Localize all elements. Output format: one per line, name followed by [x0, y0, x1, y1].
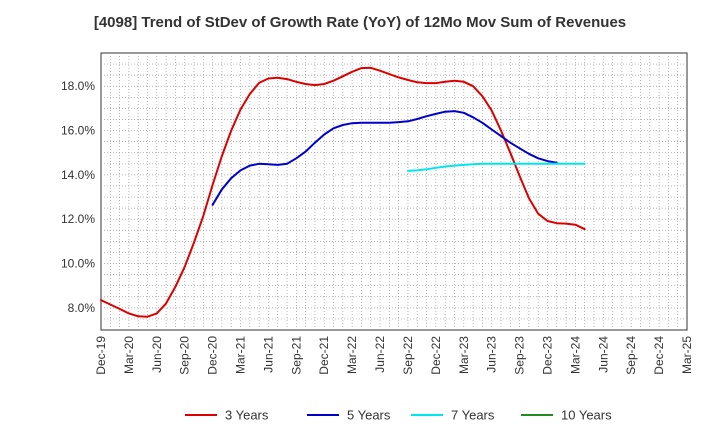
x-tick-label: Jun-22 [373, 336, 387, 373]
x-tick-label: Sep-24 [624, 336, 638, 375]
x-tick-label: Sep-20 [178, 336, 192, 375]
x-tick-label: Mar-21 [234, 336, 248, 374]
plot-area [100, 52, 688, 331]
y-tick-label: 16.0% [61, 124, 95, 138]
y-tick-label: 10.0% [61, 257, 95, 271]
x-tick-label: Dec-24 [652, 336, 666, 375]
x-tick-label: Sep-21 [289, 336, 303, 375]
x-tick-label: Dec-23 [540, 336, 554, 375]
legend-label-7-years: 7 Years [451, 408, 495, 423]
x-tick-label: Dec-21 [317, 336, 331, 375]
y-tick-label: 8.0% [68, 301, 96, 315]
x-tick-label: Mar-23 [457, 336, 471, 374]
x-tick-label: Jun-23 [485, 336, 499, 373]
legend-label-10-years: 10 Years [561, 408, 612, 423]
x-tick-label: Dec-20 [206, 336, 220, 375]
legend-label-3-years: 3 Years [225, 408, 269, 423]
chart-title: [4098] Trend of StDev of Growth Rate (Yo… [93, 14, 627, 31]
series-line-5-years [211, 110, 558, 206]
legend-label-5-years: 5 Years [347, 408, 391, 423]
series-line-7-years [407, 162, 586, 172]
y-tick-label: 18.0% [61, 79, 95, 93]
y-tick-label: 14.0% [61, 168, 95, 182]
x-tick-label: Dec-22 [429, 336, 443, 375]
x-tick-label: Mar-22 [345, 336, 359, 374]
x-tick-label: Sep-23 [513, 336, 527, 375]
x-tick-label: Mar-25 [680, 336, 694, 374]
x-tick-label: Jun-20 [150, 336, 164, 373]
x-tick-label: Jun-24 [596, 336, 610, 373]
y-tick-label: 12.0% [61, 212, 95, 226]
x-tick-label: Jun-21 [261, 336, 275, 373]
x-tick-label: Dec-19 [94, 336, 108, 375]
x-tick-label: Mar-24 [568, 336, 582, 374]
x-tick-label: Sep-22 [401, 336, 415, 375]
x-tick-label: Mar-20 [122, 336, 136, 374]
